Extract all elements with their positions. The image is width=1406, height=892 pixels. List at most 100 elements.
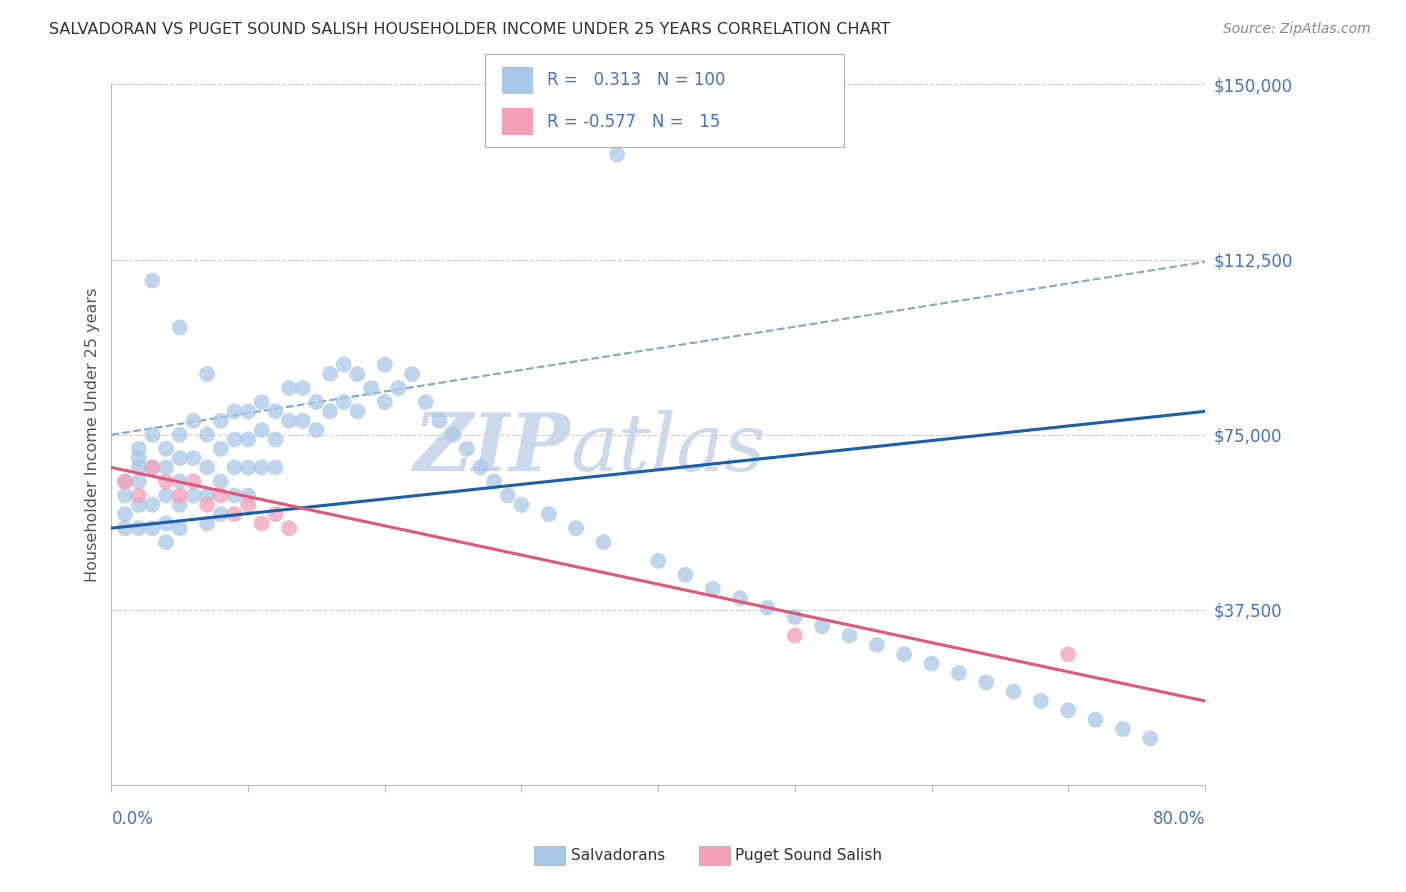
Point — [278, 381, 301, 395]
Point — [606, 147, 628, 161]
Point — [415, 395, 437, 409]
Point — [236, 488, 259, 502]
Point — [783, 629, 806, 643]
Point — [291, 414, 314, 428]
Point — [224, 507, 246, 521]
Point — [209, 442, 232, 456]
Point — [250, 460, 273, 475]
Point — [401, 367, 423, 381]
Text: atlas: atlas — [571, 410, 766, 488]
Point — [278, 414, 301, 428]
Point — [783, 610, 806, 624]
Point — [264, 433, 287, 447]
Point — [374, 358, 396, 372]
Point — [236, 404, 259, 418]
Point — [702, 582, 724, 596]
Point — [1139, 731, 1161, 746]
Point — [155, 516, 177, 531]
Point — [291, 381, 314, 395]
Point — [195, 498, 218, 512]
Point — [319, 367, 342, 381]
Point — [264, 460, 287, 475]
Point — [496, 488, 519, 502]
Point — [333, 395, 356, 409]
Point — [141, 460, 163, 475]
Point — [264, 507, 287, 521]
Point — [128, 442, 150, 456]
Point — [948, 665, 970, 680]
Point — [195, 516, 218, 531]
Point — [1084, 713, 1107, 727]
Point — [1002, 684, 1025, 698]
Point — [974, 675, 997, 690]
Point — [209, 475, 232, 489]
Point — [278, 521, 301, 535]
Point — [209, 488, 232, 502]
Point — [1057, 647, 1080, 661]
Point — [893, 647, 915, 661]
Point — [155, 442, 177, 456]
Point — [128, 460, 150, 475]
Point — [838, 629, 860, 643]
Point — [264, 404, 287, 418]
Point — [305, 395, 328, 409]
Point — [224, 433, 246, 447]
Text: R = -0.577   N =   15: R = -0.577 N = 15 — [547, 113, 720, 131]
Point — [209, 507, 232, 521]
Point — [565, 521, 588, 535]
Point — [195, 367, 218, 381]
Point — [250, 516, 273, 531]
Point — [224, 460, 246, 475]
Point — [510, 498, 533, 512]
Text: ZIP: ZIP — [413, 410, 571, 488]
Point — [675, 567, 697, 582]
Point — [183, 475, 205, 489]
Point — [224, 404, 246, 418]
Point — [728, 591, 751, 606]
Point — [183, 451, 205, 466]
Point — [114, 507, 136, 521]
Point — [209, 414, 232, 428]
Point — [169, 475, 191, 489]
Point — [141, 274, 163, 288]
Point — [470, 460, 492, 475]
Point — [250, 423, 273, 437]
Text: Puget Sound Salish: Puget Sound Salish — [735, 848, 883, 863]
Text: 80.0%: 80.0% — [1153, 810, 1205, 828]
Point — [128, 451, 150, 466]
Point — [224, 488, 246, 502]
Point — [169, 488, 191, 502]
Text: SALVADORAN VS PUGET SOUND SALISH HOUSEHOLDER INCOME UNDER 25 YEARS CORRELATION C: SALVADORAN VS PUGET SOUND SALISH HOUSEHO… — [49, 22, 890, 37]
Point — [756, 600, 779, 615]
Point — [1029, 694, 1052, 708]
Point — [305, 423, 328, 437]
Point — [195, 427, 218, 442]
Point — [346, 404, 368, 418]
Point — [183, 488, 205, 502]
Point — [195, 460, 218, 475]
Point — [155, 460, 177, 475]
Point — [141, 521, 163, 535]
Point — [128, 488, 150, 502]
Point — [1057, 703, 1080, 717]
Y-axis label: Householder Income Under 25 years: Householder Income Under 25 years — [86, 287, 100, 582]
Point — [592, 535, 614, 549]
Point — [482, 475, 505, 489]
Point — [537, 507, 560, 521]
Point — [441, 427, 464, 442]
Point — [114, 488, 136, 502]
Point — [236, 460, 259, 475]
Point — [429, 414, 451, 428]
Point — [319, 404, 342, 418]
Point — [169, 451, 191, 466]
Text: 0.0%: 0.0% — [111, 810, 153, 828]
Point — [647, 554, 669, 568]
Point — [195, 488, 218, 502]
Point — [360, 381, 382, 395]
Point — [236, 498, 259, 512]
Point — [169, 427, 191, 442]
Point — [141, 460, 163, 475]
Point — [155, 535, 177, 549]
Point — [114, 475, 136, 489]
Point — [128, 475, 150, 489]
